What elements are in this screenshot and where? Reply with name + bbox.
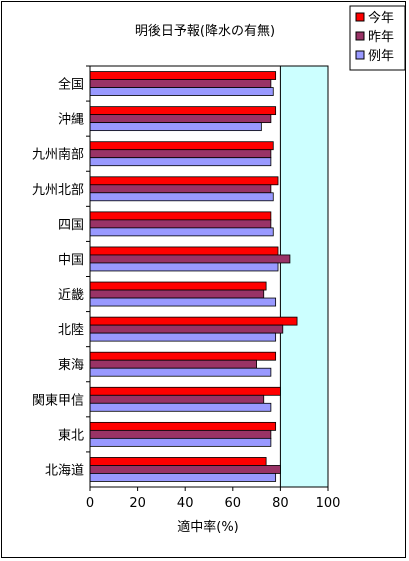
y-tick-label: 九州北部: [32, 183, 84, 198]
bar-例年-近畿: [89, 297, 277, 307]
bar-例年-関東甲信: [89, 402, 272, 412]
legend-label: 昨年: [368, 30, 394, 45]
y-tick-label: 全国: [58, 77, 84, 93]
bar-例年-北海道: [89, 473, 277, 482]
bar-今年-九州南部: [89, 141, 274, 151]
y-tick-label: 九州南部: [32, 147, 84, 163]
legend-label: 今年: [368, 10, 394, 26]
y-tick-label: 東北: [58, 427, 84, 443]
x-tick-label: 0: [86, 496, 94, 511]
y-tick-label: 四国: [58, 218, 84, 233]
legend-label: 例年: [368, 49, 394, 64]
bar-例年-東海: [89, 367, 272, 377]
bar-例年-東北: [89, 437, 272, 447]
bar-昨年-北海道: [89, 465, 281, 474]
y-tick-label: 関東甲信: [32, 392, 84, 408]
bar-今年-九州北部: [89, 176, 279, 186]
x-tick-label: 80: [272, 496, 289, 511]
bar-今年-近畿: [89, 281, 267, 291]
bar-昨年-沖縄: [89, 114, 272, 124]
bar-例年-中国: [89, 262, 279, 272]
legend-swatch: [355, 31, 365, 41]
bar-今年-北陸: [89, 316, 298, 326]
y-tick-label: 東海: [58, 357, 84, 373]
bar-昨年-北陸: [89, 324, 284, 334]
chart-title: 明後日予報(降水の有無): [135, 24, 275, 39]
bar-今年-四国: [89, 211, 272, 221]
y-tick-label: 北陸: [58, 322, 84, 338]
x-tick-label: 60: [225, 496, 242, 511]
bar-今年-東北: [89, 421, 277, 431]
bar-昨年-東北: [89, 429, 272, 439]
y-tick-label: 近畿: [58, 288, 84, 303]
legend-swatch: [355, 50, 365, 60]
bar-例年-北陸: [89, 332, 277, 342]
x-axis-label: 適中率(%): [177, 519, 239, 535]
bar-昨年-中国: [89, 254, 291, 264]
bar-今年-中国: [89, 246, 279, 256]
bar-例年-九州南部: [89, 157, 272, 167]
bar-例年-九州北部: [89, 192, 274, 202]
y-tick-label: 中国: [58, 253, 84, 268]
bar-今年-関東甲信: [89, 386, 281, 396]
bar-昨年-東海: [89, 359, 258, 369]
bar-例年-全国: [89, 87, 274, 96]
bar-今年-全国: [89, 71, 277, 80]
bar-昨年-九州南部: [89, 149, 272, 159]
y-tick-label: 北海道: [45, 463, 84, 478]
bar-今年-北海道: [89, 457, 267, 466]
bar-昨年-全国: [89, 79, 272, 88]
bar-昨年-九州北部: [89, 184, 272, 194]
target-range-highlight: [280, 66, 328, 487]
bar-昨年-四国: [89, 219, 272, 229]
bar-今年-沖縄: [89, 106, 277, 116]
y-tick-label: 沖縄: [58, 113, 84, 128]
bar-昨年-近畿: [89, 289, 265, 299]
bar-例年-四国: [89, 227, 274, 237]
x-tick-label: 40: [177, 496, 194, 511]
bar-今年-東海: [89, 351, 277, 361]
x-tick-label: 20: [129, 496, 146, 511]
legend-swatch: [355, 12, 365, 22]
bar-昨年-関東甲信: [89, 394, 265, 404]
x-tick-label: 100: [316, 496, 341, 511]
bar-例年-沖縄: [89, 122, 262, 132]
